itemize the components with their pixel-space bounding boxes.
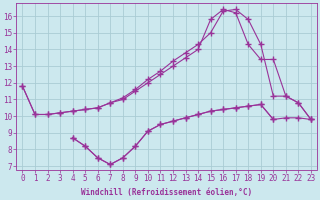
X-axis label: Windchill (Refroidissement éolien,°C): Windchill (Refroidissement éolien,°C) — [81, 188, 252, 197]
